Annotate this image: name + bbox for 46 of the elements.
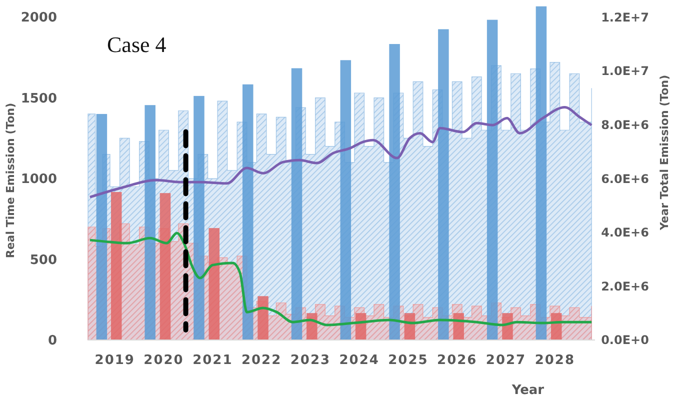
line-series	[88, 106, 593, 198]
y2-tick-label: 2.0E+6	[601, 279, 649, 294]
bar	[110, 192, 122, 340]
bar	[389, 44, 400, 340]
text: Case 4	[107, 32, 166, 57]
bar	[208, 228, 220, 340]
y-axis-title: Real Time Emission (Ton)	[4, 102, 17, 258]
bar	[291, 68, 302, 340]
y-tick-label: 1500	[20, 91, 57, 106]
bar	[536, 6, 547, 340]
line-series	[88, 232, 593, 326]
y-tick-label: 500	[30, 252, 57, 268]
y2-axis-title: Year Total Emission (Ton)	[658, 74, 671, 232]
y-tick-label: 1000	[20, 172, 57, 188]
bar	[242, 84, 254, 340]
y2-tick-label: 6.0E+6	[601, 172, 649, 186]
y2-tick-label: 1.0E+7	[601, 64, 649, 78]
x-tick-label: 2023	[290, 353, 331, 368]
x-tick-label: 2019	[94, 353, 135, 368]
bar	[340, 60, 352, 340]
bar	[96, 114, 108, 340]
x-tick-label: 2020	[144, 353, 184, 368]
bar	[258, 296, 268, 340]
y-tick-label: 2000	[20, 10, 57, 26]
bar	[486, 20, 498, 340]
x-axis-title: Year	[510, 383, 545, 398]
x-tick-label: 2024	[339, 353, 380, 368]
bar	[194, 96, 204, 340]
bar	[453, 313, 464, 340]
bar	[144, 105, 156, 340]
y2-tick-label: 8.0E+6	[601, 118, 649, 132]
x-tick-label: 2021	[192, 353, 233, 368]
y2-tick-label: 1.2E+7	[601, 10, 649, 24]
bar	[160, 193, 171, 340]
x-tick-label: 2022	[241, 353, 282, 368]
y2-tick-label: 0.0E+0	[601, 333, 649, 348]
x-tick-label: 2025	[388, 353, 428, 368]
x-tick-label: 2026	[437, 353, 478, 368]
x-tick-label: 2027	[486, 353, 526, 368]
y-tick-label: 0	[48, 334, 57, 349]
x-tick-label: 2028	[534, 353, 576, 368]
bar	[306, 313, 318, 340]
bar	[551, 313, 562, 340]
y2-tick-label: 4.0E+6	[601, 226, 649, 240]
bar	[438, 29, 449, 340]
bar	[502, 313, 513, 340]
